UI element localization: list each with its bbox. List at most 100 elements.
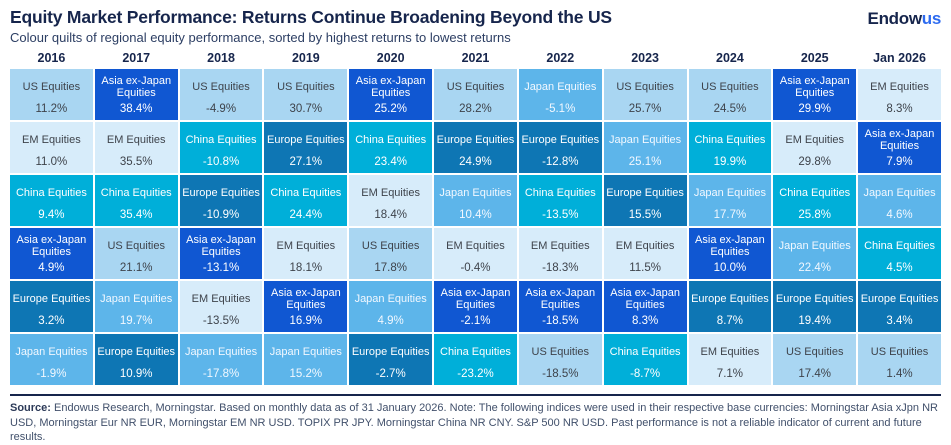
page-title: Equity Market Performance: Returns Conti…: [10, 7, 612, 27]
cell-return-value: 29.9%: [798, 103, 832, 115]
cell-asset-label: China Equities: [15, 186, 87, 199]
quilt-column: 2017 Asia ex-Japan Equities 38.4% EM Equiti…: [94, 50, 178, 385]
quilt-cell: US Equities -4.9%: [179, 69, 263, 120]
cell-asset-label: Asia ex-Japan Equities: [864, 127, 935, 152]
cell-asset-label: EM Equities: [276, 239, 336, 252]
footer-note: Source: Endowus Research, Morningstar. B…: [10, 394, 941, 445]
cell-asset-label: Japan Equities: [269, 345, 342, 358]
quilt-cell: EM Equities -0.4%: [434, 228, 517, 279]
cell-return-value: 17.4%: [798, 368, 832, 380]
logo-part-navy: Endow: [867, 9, 923, 28]
cell-return-value: 25.2%: [374, 103, 407, 115]
cell-return-value: 8.3%: [631, 315, 659, 327]
quilt-cell: Japan Equities -1.9%: [10, 334, 93, 385]
quilt-column: 2022 Japan Equities -5.1% Europe Equities -1…: [518, 50, 602, 385]
cell-asset-label: US Equities: [22, 80, 81, 93]
cell-return-value: -12.8%: [542, 156, 579, 168]
quilt-cell: Japan Equities 10.4%: [434, 175, 517, 226]
quilt-column: 2016 US Equities 11.2% EM Equities 11.0% Chin…: [10, 50, 93, 385]
cell-asset-label: EM Equities: [870, 80, 929, 93]
cell-asset-label: China Equities: [100, 186, 172, 199]
cell-return-value: 28.2%: [459, 103, 492, 115]
cell-return-value: -4.9%: [206, 103, 237, 115]
quilt-cell: China Equities 35.4%: [94, 175, 178, 226]
cell-return-value: -23.2%: [457, 368, 494, 380]
cell-asset-label: EM Equities: [785, 133, 845, 146]
cell-return-value: 4.5%: [886, 262, 913, 274]
cell-return-value: -13.1%: [202, 262, 240, 274]
cell-asset-label: Europe Equities: [691, 292, 769, 305]
quilt-column: 2020 Asia ex-Japan Equities 25.2% China Equ…: [349, 50, 433, 385]
cell-return-value: -8.7%: [630, 368, 661, 380]
cell-return-value: -17.8%: [202, 368, 240, 380]
quilt-cell: China Equities 25.8%: [773, 175, 857, 226]
quilt-cell: China Equities 19.9%: [688, 122, 772, 173]
cell-return-value: 24.9%: [459, 156, 492, 168]
cell-return-value: 1.4%: [886, 368, 913, 380]
cell-asset-label: Japan Equities: [863, 186, 936, 199]
cell-asset-label: Asia ex-Japan Equities: [525, 286, 596, 311]
quilt-cell: Asia ex-Japan Equities 25.2%: [349, 69, 433, 120]
cell-asset-label: Asia ex-Japan Equities: [16, 233, 87, 258]
quilt-cell: Europe Equities 3.2%: [10, 281, 93, 332]
cell-asset-label: US Equities: [277, 80, 335, 93]
quilt-cell: Japan Equities 15.2%: [264, 334, 348, 385]
cell-return-value: 4.9%: [377, 315, 404, 327]
cell-return-value: 24.5%: [713, 103, 747, 115]
cell-asset-label: Japan Equities: [439, 186, 512, 199]
cell-asset-label: Europe Equities: [97, 345, 176, 358]
cell-return-value: 17.8%: [374, 262, 407, 274]
cell-return-value: -10.8%: [202, 156, 240, 168]
cell-asset-label: Europe Equities: [267, 133, 345, 146]
cell-return-value: 10.4%: [459, 209, 492, 221]
quilt-cell: US Equities 1.4%: [858, 334, 941, 385]
quilt-cell: Europe Equities -2.7%: [349, 334, 433, 385]
cell-return-value: 29.8%: [798, 156, 832, 168]
quilt-cell: Japan Equities 19.7%: [94, 281, 178, 332]
cell-asset-label: Japan Equities: [184, 345, 258, 358]
cell-asset-label: EM Equities: [530, 239, 590, 252]
cell-return-value: 38.4%: [119, 103, 153, 115]
quilt-cell: EM Equities 11.0%: [10, 122, 93, 173]
cell-asset-label: China Equities: [779, 186, 851, 199]
cell-asset-label: Europe Equities: [436, 133, 515, 146]
cell-return-value: 11.0%: [35, 156, 68, 168]
quilt-cell: EM Equities 11.5%: [603, 228, 687, 279]
source-text: Endowus Research, Morningstar. Based on …: [10, 402, 938, 444]
cell-asset-label: Asia ex-Japan Equities: [695, 233, 765, 258]
header-text: Equity Market Performance: Returns Conti…: [10, 7, 612, 45]
quilt-cell: Japan Equities -5.1%: [518, 69, 602, 120]
cell-asset-label: US Equities: [785, 345, 844, 358]
quilt-cell: EM Equities -13.5%: [179, 281, 263, 332]
page-subtitle: Colour quilts of regional equity perform…: [10, 30, 511, 45]
cell-asset-label: Europe Equities: [12, 292, 91, 305]
cell-return-value: -2.7%: [375, 368, 406, 380]
cell-return-value: 10.0%: [713, 262, 747, 274]
cell-asset-label: EM Equities: [191, 292, 251, 305]
cell-return-value: 7.1%: [716, 368, 744, 380]
cell-asset-label: Japan Equities: [693, 186, 766, 199]
cell-return-value: 24.4%: [289, 209, 323, 221]
cell-asset-label: US Equities: [531, 345, 590, 358]
quilt-cell: Europe Equities 8.7%: [688, 281, 772, 332]
cell-asset-label: US Equities: [107, 239, 165, 252]
quilt-cell: China Equities -13.5%: [518, 175, 602, 226]
cell-asset-label: Asia ex-Japan Equities: [270, 286, 341, 311]
column-header-jan-2026: Jan 2026: [873, 51, 926, 65]
quilt-cell: US Equities 17.8%: [349, 228, 433, 279]
quilt-column: 2024 US Equities 24.5% China Equities 19.9% J…: [688, 50, 772, 385]
cell-return-value: 8.7%: [716, 315, 744, 327]
cell-asset-label: Asia ex-Japan Equities: [610, 286, 680, 311]
logo-part-blue: us: [921, 9, 942, 28]
cell-asset-label: China Equities: [864, 239, 935, 252]
column-header-2016: 2016: [37, 51, 66, 65]
quilt-column: 2018 US Equities -4.9% China Equities -10.8%…: [179, 50, 263, 385]
cell-return-value: 21.1%: [119, 262, 153, 274]
cell-return-value: 19.4%: [798, 315, 832, 327]
quilt-cell: EM Equities 7.1%: [688, 334, 772, 385]
cell-return-value: 19.9%: [713, 156, 747, 168]
quilt-cell: Europe Equities 24.9%: [434, 122, 517, 173]
quilt-cell: Asia ex-Japan Equities 8.3%: [603, 281, 687, 332]
cell-asset-label: China Equities: [440, 345, 511, 358]
cell-asset-label: Europe Equities: [521, 133, 600, 146]
